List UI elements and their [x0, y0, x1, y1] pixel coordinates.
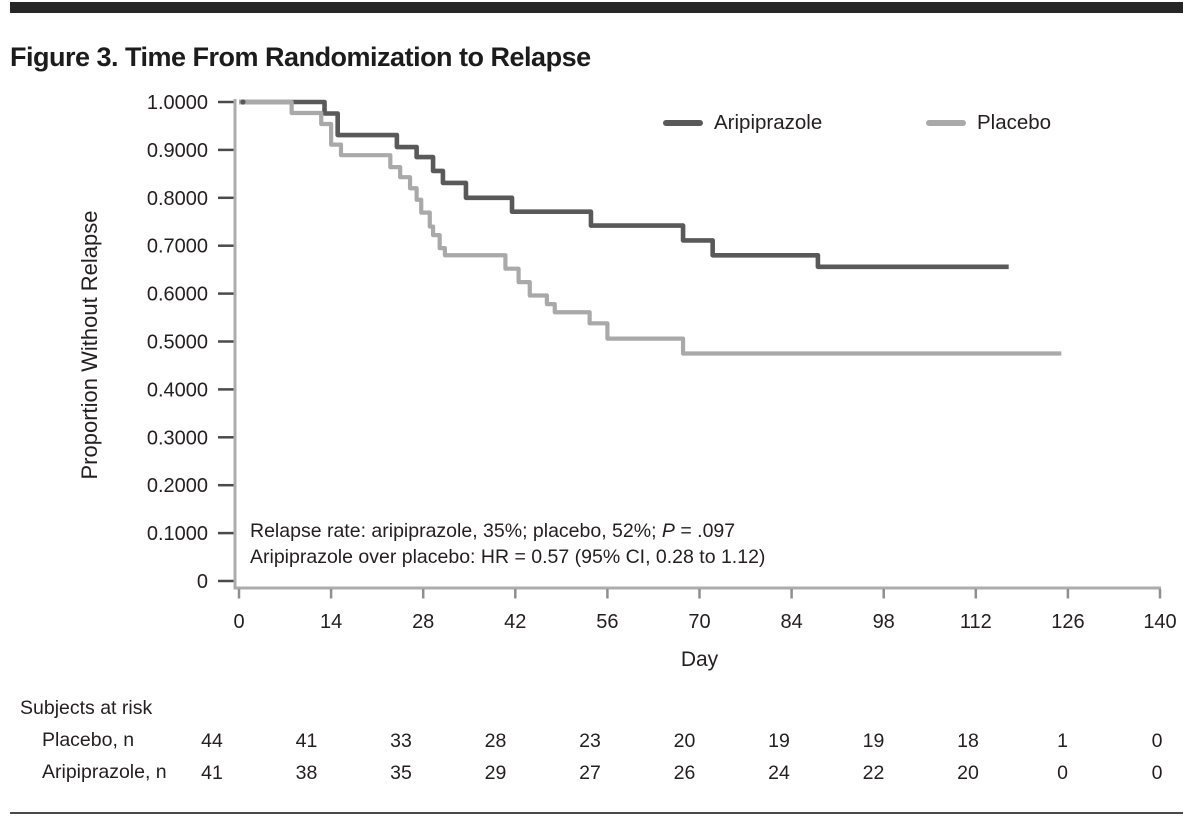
- annotation-relapse-text: Relapse rate: aripiprazole, 35%; placebo…: [250, 520, 662, 542]
- aripiprazole-line-swatch: [663, 120, 703, 126]
- x-tick-label: 0: [233, 611, 244, 633]
- annotation-line-relapse-rate: Relapse rate: aripiprazole, 35%; placebo…: [250, 519, 765, 545]
- y-tick-label: 1.0000: [147, 92, 208, 114]
- placebo-line-swatch: [926, 120, 966, 126]
- y-tick-label: 0.9000: [147, 140, 208, 162]
- y-tick-label: 0.6000: [147, 284, 208, 306]
- risk-value-placebon-9: 1: [1057, 730, 1068, 752]
- x-tick-label: 98: [873, 611, 895, 633]
- y-tick-label: 0.8000: [147, 188, 208, 210]
- risk-value-aripiprazolen-10: 0: [1152, 762, 1163, 784]
- risk-value-placebon-5: 20: [674, 730, 696, 752]
- risk-value-placebon-7: 19: [863, 730, 885, 752]
- risk-value-aripiprazolen-9: 0: [1057, 762, 1068, 784]
- risk-value-aripiprazolen-2: 35: [390, 762, 412, 784]
- x-tick-label: 56: [596, 611, 618, 633]
- y-tick-label: 0.1000: [147, 523, 208, 545]
- y-tick-label: 0.2000: [147, 475, 208, 497]
- km-curve-aripiprazole: [239, 99, 1009, 270]
- risk-value-placebon-0: 44: [201, 730, 223, 752]
- y-tick-label: 0.5000: [147, 332, 208, 354]
- risk-value-aripiprazolen-5: 26: [674, 762, 696, 784]
- legend-label-aripiprazole: Aripiprazole: [714, 111, 823, 134]
- x-tick-label: 28: [412, 611, 434, 633]
- risk-value-aripiprazolen-0: 41: [201, 762, 223, 784]
- annotation-p-italic: P: [661, 520, 675, 542]
- bottom-divider-rule: [10, 812, 1183, 814]
- y-tick-label: 0.7000: [147, 236, 208, 258]
- x-tick-label: 70: [688, 611, 710, 633]
- risk-value-placebon-1: 41: [296, 730, 318, 752]
- risk-row-label-aripiprazole: Aripiprazole, n: [42, 761, 167, 783]
- x-tick-label: 42: [504, 611, 526, 633]
- subjects-at-risk-header: Subjects at risk: [20, 697, 153, 719]
- stats-annotation: Relapse rate: aripiprazole, 35%; placebo…: [250, 519, 765, 570]
- legend-label-placebo: Placebo: [977, 111, 1052, 134]
- km-curve-placebo: [239, 99, 1062, 356]
- risk-value-aripiprazolen-7: 22: [863, 762, 885, 784]
- x-tick-label: 112: [960, 611, 992, 633]
- top-divider-bar: [10, 2, 1183, 13]
- annotation-line-hazard-ratio: Aripiprazole over placebo: HR = 0.57 (95…: [250, 545, 766, 568]
- risk-value-placebon-4: 23: [579, 730, 601, 752]
- risk-value-aripiprazolen-8: 20: [957, 762, 979, 784]
- curve-start-marker: [240, 99, 246, 105]
- y-tick-label: 0.4000: [147, 379, 208, 401]
- risk-value-placebon-6: 19: [768, 730, 790, 752]
- figure-title: Figure 3. Time From Randomization to Rel…: [10, 42, 591, 73]
- x-tick-label: 140: [1143, 611, 1176, 633]
- x-tick-label: 126: [1051, 611, 1084, 633]
- x-tick-label: 84: [780, 611, 802, 633]
- x-tick-label: 14: [320, 611, 342, 633]
- risk-value-placebon-8: 18: [957, 730, 979, 752]
- risk-value-aripiprazolen-6: 24: [768, 762, 790, 784]
- risk-row-label-placebo: Placebo, n: [42, 729, 135, 751]
- risk-value-aripiprazolen-4: 27: [579, 762, 601, 784]
- legend-item-aripiprazole: Aripiprazole: [663, 111, 822, 135]
- risk-value-aripiprazolen-1: 38: [296, 762, 318, 784]
- y-tick-label: 0: [197, 571, 208, 593]
- x-axis-title: Day: [680, 648, 719, 671]
- risk-value-aripiprazolen-3: 29: [485, 762, 507, 784]
- risk-value-placebon-3: 28: [485, 730, 507, 752]
- annotation-p-value: = .097: [674, 520, 736, 542]
- risk-value-placebon-10: 0: [1152, 730, 1163, 752]
- y-tick-label: 0.3000: [147, 427, 208, 449]
- legend-item-placebo: Placebo: [926, 111, 1051, 135]
- risk-value-placebon-2: 33: [390, 730, 412, 752]
